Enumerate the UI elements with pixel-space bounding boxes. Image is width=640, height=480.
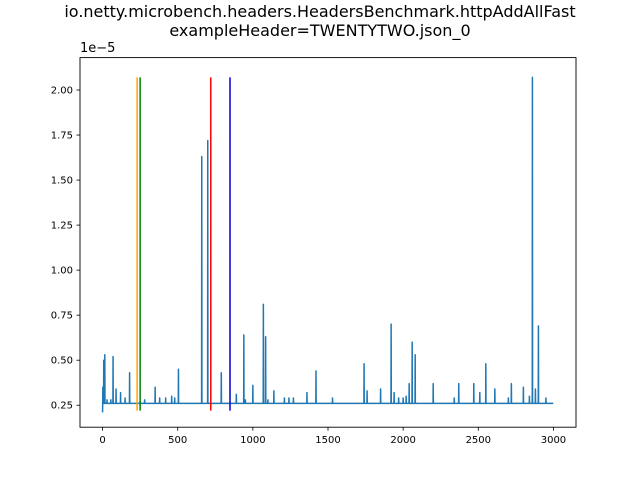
series-line-0: [101, 76, 554, 413]
x-tick-label: 2500: [466, 435, 491, 446]
x-tick-label: 3000: [541, 435, 566, 446]
y-tick-label: 1.00: [51, 266, 73, 277]
x-tick-label: 2000: [390, 435, 415, 446]
y-offset-label: 1e−5: [80, 41, 115, 56]
axes-frame: [79, 57, 577, 428]
chart-title-line-1: io.netty.microbench.headers.HeadersBench…: [64, 2, 576, 21]
plot-area: [101, 76, 554, 413]
y-tick-label: 1.50: [51, 176, 73, 187]
y-tick-label: 0.50: [51, 356, 73, 367]
x-tick-label: 1000: [240, 435, 265, 446]
x-tick-label: 0: [99, 435, 105, 446]
y-tick-label: 1.25: [51, 221, 73, 232]
x-tick-label: 500: [168, 435, 187, 446]
y-axis: 0.25 0.50 0.75 1.00 1.25 1.50 1.75 2.00: [51, 86, 80, 412]
y-tick-label: 2.00: [51, 86, 73, 97]
x-tick-label: 1500: [315, 435, 340, 446]
y-tick-label: 0.75: [51, 311, 73, 322]
y-tick-label: 1.75: [51, 131, 73, 142]
y-tick-label: 0.25: [51, 401, 73, 412]
x-axis: 0 500 1000 1500 2000 2500 3000: [99, 427, 566, 446]
chart-title-line-2: exampleHeader=TWENTYTWO.json_0: [169, 21, 471, 40]
